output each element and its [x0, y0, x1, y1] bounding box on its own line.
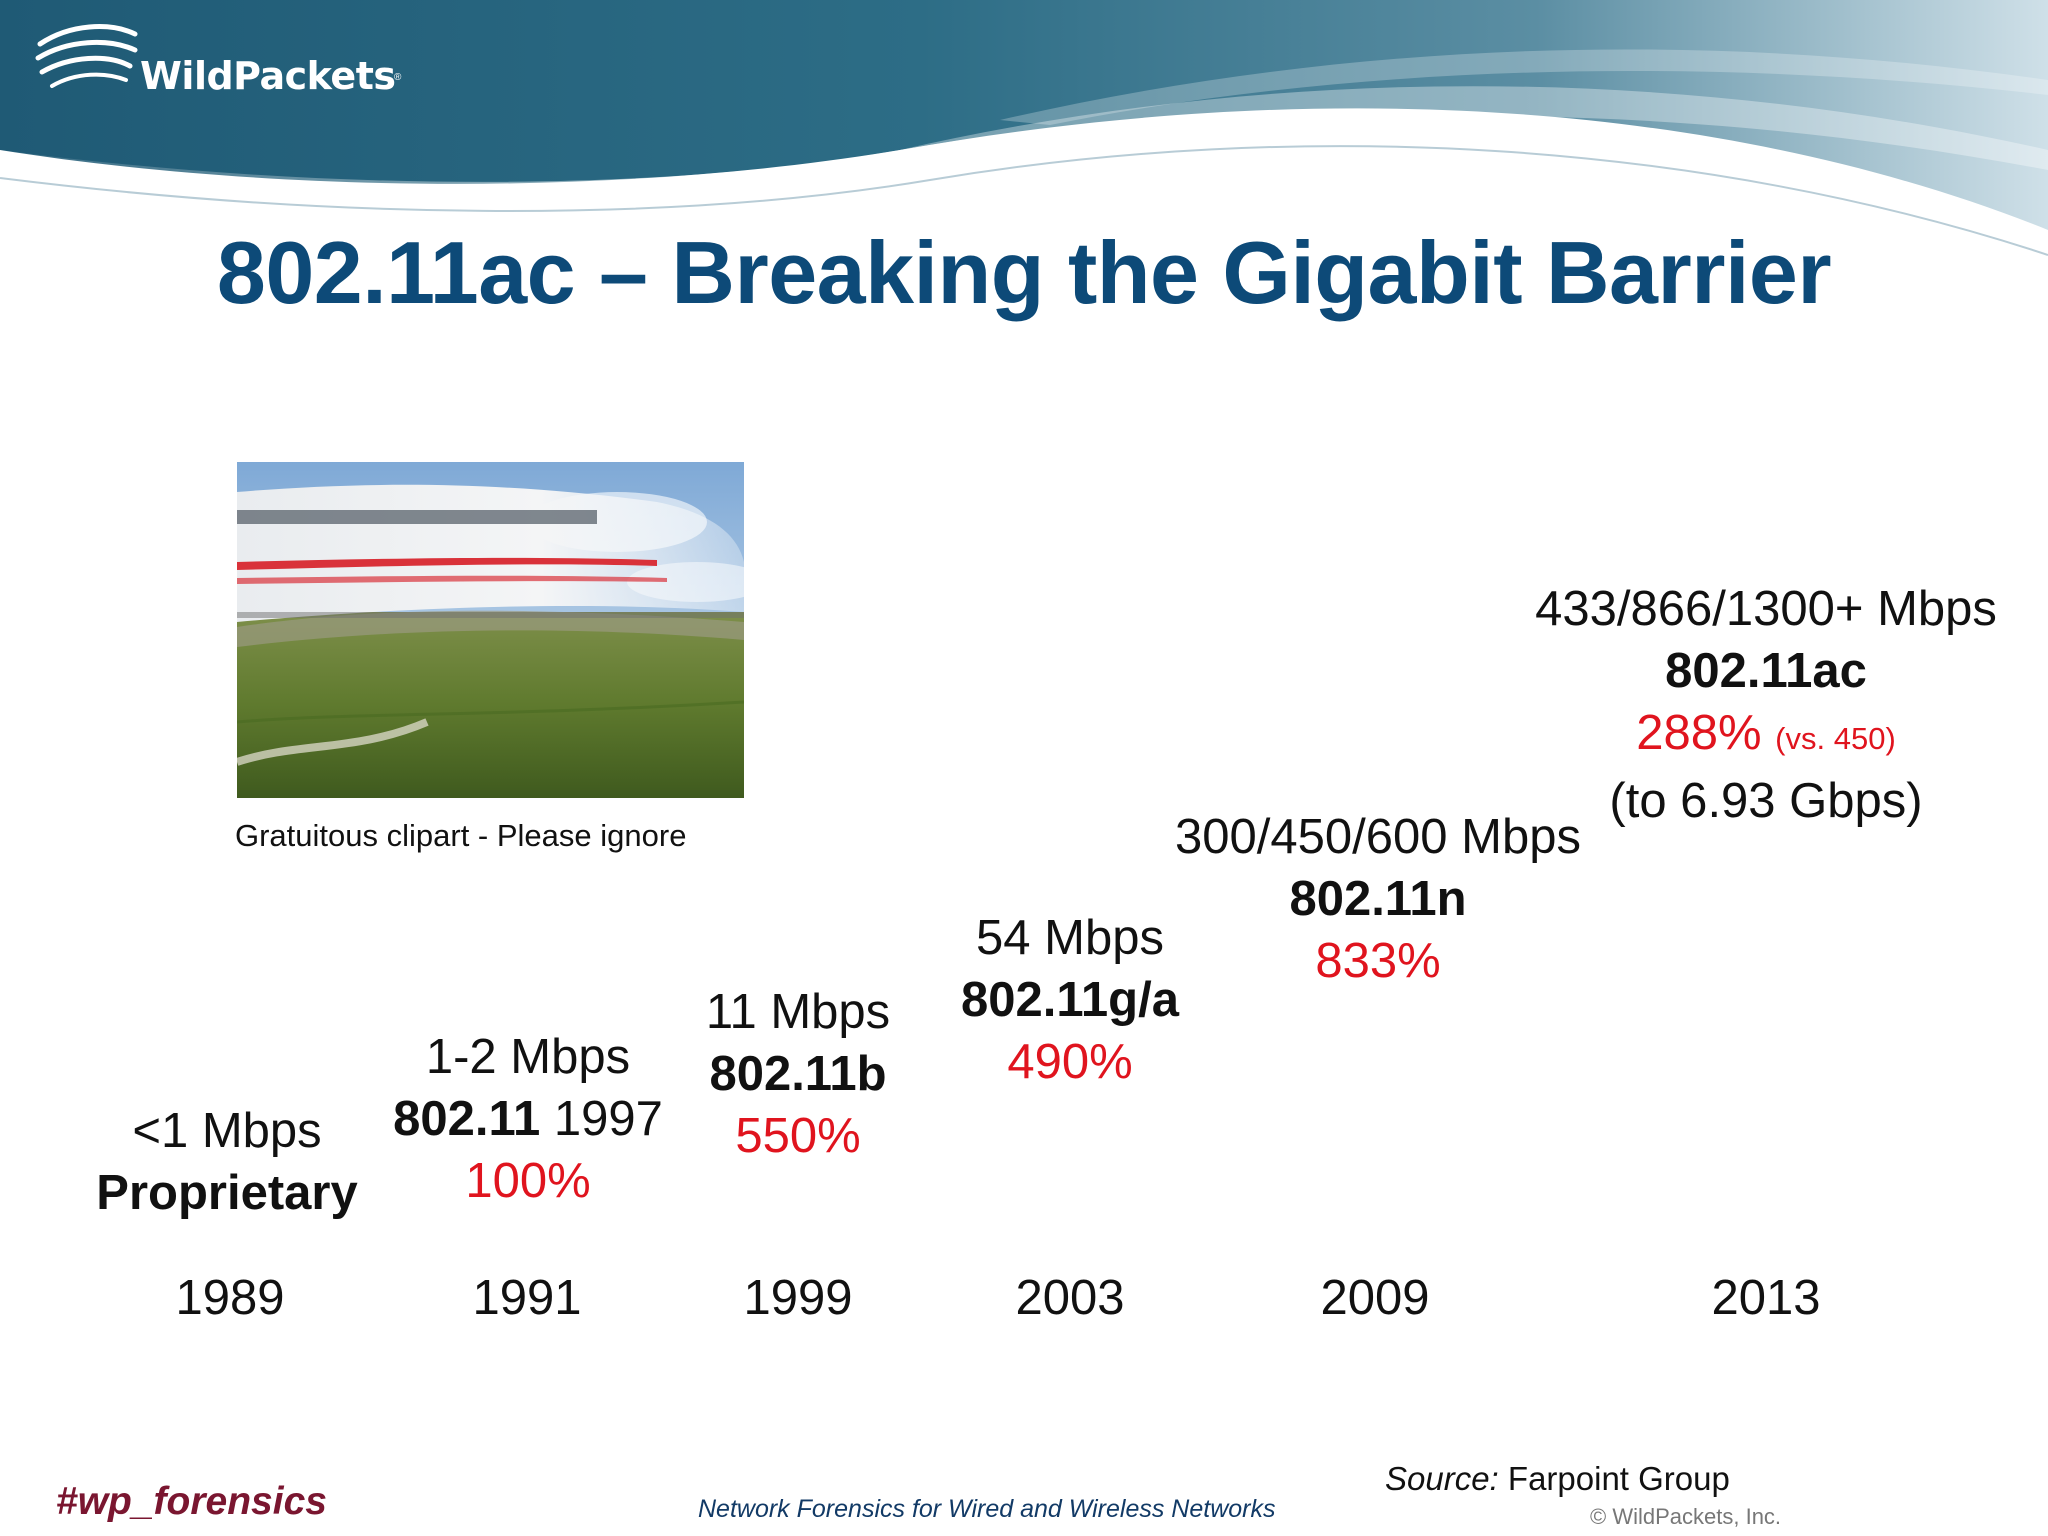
milestone-standard: 802.11ac	[1665, 644, 1867, 698]
clipart-caption: Gratuitous clipart - Please ignore	[235, 818, 687, 853]
year-label: 1991	[472, 1271, 582, 1325]
year-label: 1999	[743, 1271, 853, 1325]
train-clipart-image	[237, 462, 744, 798]
milestone-1991: 1-2 Mbps 802.11 1997 100%	[378, 1026, 678, 1212]
milestone-standard: 802.11g/a	[961, 973, 1179, 1027]
milestone-speed: 11 Mbps	[705, 985, 891, 1039]
header-banner	[0, 0, 2048, 260]
milestone-speed: 1-2 Mbps	[425, 1030, 631, 1084]
milestone-standard: Proprietary	[96, 1166, 358, 1220]
milestone-standard: 802.11b	[709, 1047, 887, 1101]
milestone-growth: 288%	[1636, 706, 1762, 760]
year-label: 1989	[175, 1271, 285, 1325]
milestone-extra: (to 6.93 Gbps)	[1609, 774, 1923, 828]
slide-title: 802.11ac – Breaking the Gigabit Barrier	[216, 223, 1832, 322]
milestone-2003: 54 Mbps 802.11g/a 490%	[930, 907, 1210, 1093]
milestone-growth: 833%	[1315, 934, 1441, 988]
milestone-standard-year: 1997	[553, 1092, 663, 1146]
wildpackets-logo: WildPackets ®	[30, 14, 430, 104]
logo-trademark: ®	[394, 72, 402, 83]
milestone-growth: 550%	[735, 1109, 861, 1163]
milestone-2013: 433/866/1300+ Mbps 802.11ac 288% (vs. 45…	[1506, 578, 2026, 832]
milestone-2009: 300/450/600 Mbps 802.11n 833%	[1158, 806, 1598, 992]
milestone-standard: 802.11	[393, 1092, 541, 1146]
milestone-standard: 802.11n	[1289, 872, 1467, 926]
source-label: Source:	[1385, 1460, 1499, 1497]
source-credit: Source: Farpoint Group	[1385, 1460, 1730, 1498]
milestone-speed: 54 Mbps	[976, 911, 1164, 965]
milestone-growth-note: (vs. 450)	[1775, 721, 1896, 756]
year-label: 2009	[1320, 1271, 1430, 1325]
source-value: Farpoint Group	[1507, 1460, 1730, 1497]
logo-wordmark: WildPackets	[140, 54, 396, 98]
hashtag: #wp_forensics	[56, 1480, 327, 1523]
footer-tagline: Network Forensics for Wired and Wireless…	[698, 1495, 1276, 1523]
milestone-1999: 11 Mbps 802.11b 550%	[668, 981, 928, 1167]
milestone-1989: <1 Mbps Proprietary	[87, 1100, 367, 1224]
year-label: 2013	[1711, 1271, 1821, 1325]
milestone-speed: 300/450/600 Mbps	[1175, 810, 1581, 864]
milestone-growth: 100%	[465, 1154, 591, 1208]
milestone-speed: 433/866/1300+ Mbps	[1535, 582, 1997, 636]
year-label: 2003	[1015, 1271, 1125, 1325]
copyright: © WildPackets, Inc.	[1590, 1504, 1782, 1529]
swoosh-icon	[35, 24, 138, 88]
milestone-speed: <1 Mbps	[132, 1104, 322, 1158]
milestone-growth: 490%	[1007, 1035, 1133, 1089]
